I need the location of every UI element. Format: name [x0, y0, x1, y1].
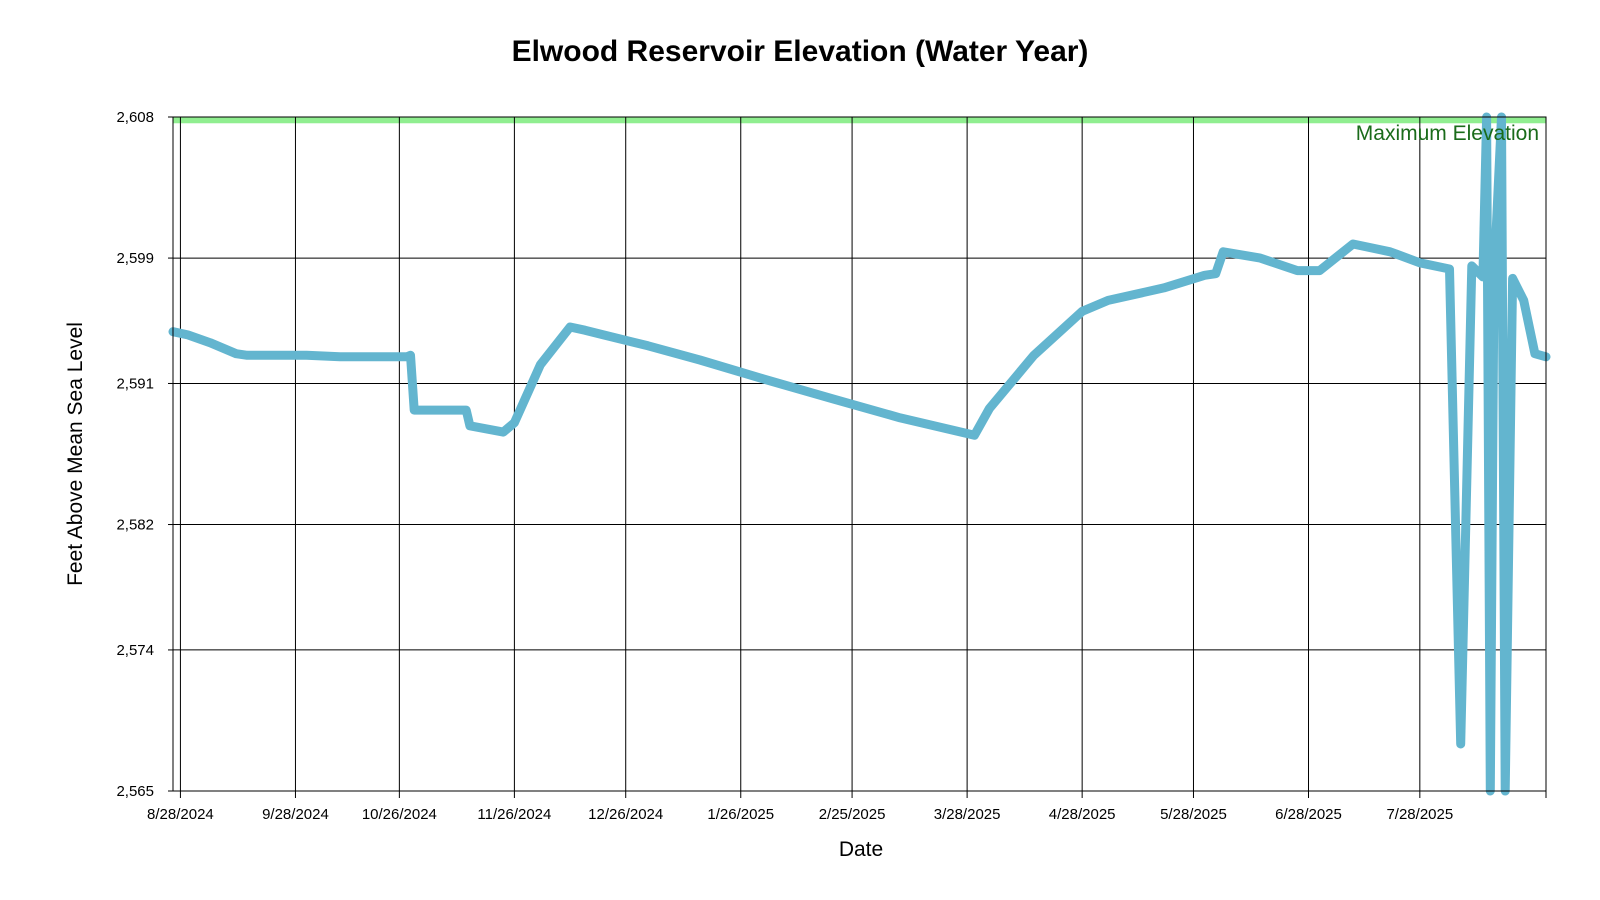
y-tick-label: 2,565 [116, 783, 154, 800]
y-tick-label: 2,591 [116, 375, 154, 392]
y-axis-ticks: 2,565 2,574 2,582 2,591 2,599 2,608 [116, 109, 173, 800]
x-tick-label: 6/28/2025 [1275, 806, 1342, 823]
x-tick-label: 8/28/2024 [147, 806, 214, 823]
x-tick-label: 4/28/2025 [1049, 806, 1116, 823]
x-tick-label: 2/25/2025 [819, 806, 886, 823]
y-tick-label: 2,599 [116, 250, 154, 267]
series-layer [168, 112, 1551, 796]
x-tick-label: 7/28/2025 [1386, 806, 1453, 823]
chart-title: Elwood Reservoir Elevation (Water Year) [512, 35, 1089, 68]
series-line [168, 112, 1551, 796]
y-tick-label: 2,608 [116, 109, 154, 126]
x-tick-label: 12/26/2024 [588, 806, 663, 823]
maximum-elevation-band [173, 117, 1546, 124]
x-tick-label: 11/26/2024 [477, 806, 551, 823]
y-tick-label: 2,582 [116, 517, 154, 534]
reference-band-layer [173, 117, 1546, 124]
x-tick-label: 1/26/2025 [707, 806, 774, 823]
plot-frame [172, 116, 1547, 792]
maximum-elevation-label: Maximum Elevation [1356, 122, 1539, 145]
x-tick-label: 5/28/2025 [1160, 806, 1227, 823]
x-tick-label: 10/26/2024 [362, 806, 437, 823]
y-tick-label: 2,574 [116, 642, 154, 659]
gridlines [173, 116, 1546, 792]
x-axis-label: Date [839, 838, 883, 861]
y-axis-label: Feet Above Mean Sea Level [64, 322, 87, 586]
x-tick-label: 3/28/2025 [934, 806, 1001, 823]
x-tick-label: 9/28/2024 [262, 806, 329, 823]
x-axis-ticks: 8/28/2024 9/28/2024 10/26/2024 11/26/2024 12… [147, 791, 1547, 823]
